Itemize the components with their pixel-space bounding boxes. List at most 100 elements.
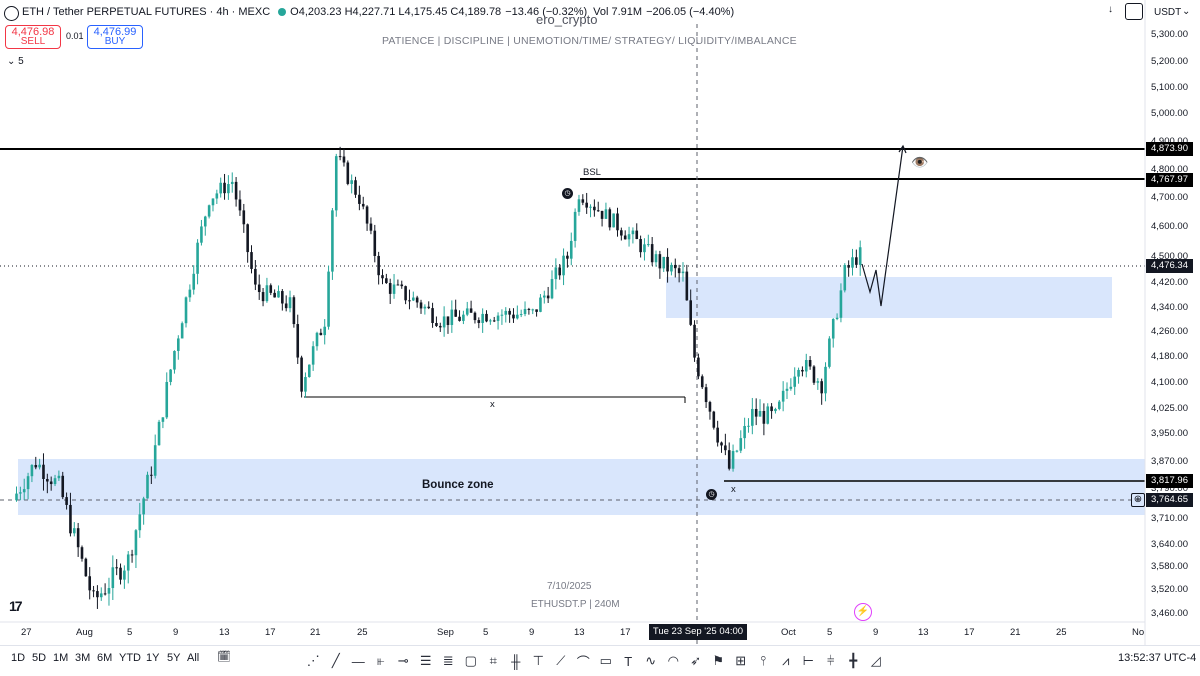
fib-retracement-icon[interactable]: ⊤ bbox=[532, 653, 544, 668]
candle-body bbox=[30, 464, 34, 477]
bsl-label: BSL bbox=[583, 167, 601, 178]
symbol-logo-icon[interactable] bbox=[4, 6, 19, 21]
parallel-channel-icon[interactable]: ☰ bbox=[419, 653, 432, 668]
bounce-zone[interactable] bbox=[18, 459, 1145, 515]
candle-body bbox=[658, 254, 662, 269]
price-tick-label: 3,460.00 bbox=[1151, 608, 1188, 619]
brush-icon[interactable]: ⟋ bbox=[556, 653, 566, 668]
candle-body bbox=[550, 279, 554, 299]
trendline-icon[interactable]: ╱ bbox=[331, 653, 340, 668]
currency-selector[interactable]: USDT bbox=[1154, 7, 1182, 18]
sell-label: SELL bbox=[20, 36, 46, 47]
snapshot-icon[interactable] bbox=[1125, 3, 1143, 20]
timeframe-5y[interactable]: 5Y bbox=[167, 652, 181, 664]
candle-body bbox=[311, 346, 315, 365]
candle-body bbox=[49, 481, 53, 485]
candle-body bbox=[720, 442, 723, 446]
imbalance-zone[interactable] bbox=[666, 277, 1112, 318]
time-tick-label: No bbox=[1132, 627, 1145, 638]
candle-body bbox=[126, 554, 130, 571]
candle-body bbox=[323, 326, 327, 336]
arc-icon[interactable]: ◠ bbox=[667, 653, 679, 668]
timeframe-ytd[interactable]: YTD bbox=[119, 652, 141, 664]
candle-body bbox=[427, 306, 431, 309]
candle-body bbox=[704, 387, 708, 403]
flag-icon[interactable]: ⚑ bbox=[712, 653, 725, 668]
candle-body bbox=[103, 593, 107, 595]
candle-body bbox=[46, 478, 49, 482]
timeframe-all[interactable]: All bbox=[187, 652, 200, 664]
flash-icon[interactable]: ⚡ bbox=[854, 603, 872, 621]
down-arrow-icon[interactable]: ↓ bbox=[1108, 4, 1113, 15]
indicator-toggle[interactable]: ⌄ 5 bbox=[7, 56, 24, 67]
timeframe-1y[interactable]: 1Y bbox=[146, 652, 160, 664]
clock[interactable]: 13:52:37 UTC-4 bbox=[1118, 652, 1197, 664]
add-crosshair-icon[interactable]: ⊕ bbox=[1131, 493, 1145, 507]
candle-body bbox=[677, 268, 681, 274]
pitchfork-icon[interactable]: ≣ bbox=[442, 653, 454, 668]
ray-icon[interactable]: ⊸ bbox=[397, 653, 409, 668]
projection-path[interactable] bbox=[861, 145, 904, 307]
timeframe-3m[interactable]: 3M bbox=[75, 652, 91, 664]
horizontal-ray-icon[interactable]: ⫦ bbox=[377, 653, 385, 668]
candle-body bbox=[192, 273, 196, 290]
price-tick-label: 3,520.00 bbox=[1151, 584, 1188, 595]
callout-icon[interactable]: ▭ bbox=[599, 653, 612, 668]
price-range-icon[interactable]: ⫩ bbox=[827, 653, 835, 668]
candle-body bbox=[350, 180, 353, 184]
time-tick-label: 9 bbox=[529, 627, 535, 638]
timeframe-1d[interactable]: 1D bbox=[11, 652, 26, 664]
long-position-icon[interactable]: ╫ bbox=[511, 653, 521, 669]
timeframe-5d[interactable]: 5D bbox=[32, 652, 47, 664]
timeframe-6m[interactable]: 6M bbox=[97, 652, 113, 664]
symbol-title[interactable]: ETH / Tether PERPETUAL FUTURES · 4h · ME… bbox=[22, 6, 271, 18]
alert-clock-icon[interactable]: ◷ bbox=[706, 489, 717, 500]
time-tick-label: 21 bbox=[1010, 627, 1021, 638]
candle-body bbox=[835, 317, 839, 319]
candle-body bbox=[234, 181, 238, 200]
rectangle-select-icon[interactable]: ⌗ bbox=[489, 653, 497, 668]
candle-body bbox=[261, 292, 265, 302]
candle-body bbox=[527, 308, 531, 310]
zigzag-icon[interactable]: ⩘ bbox=[782, 653, 790, 668]
curve-icon[interactable]: ∿ bbox=[645, 653, 657, 668]
candle-body bbox=[342, 156, 346, 163]
price-tick-label: 4,600.00 bbox=[1151, 221, 1188, 232]
price-tick-label: 5,100.00 bbox=[1151, 82, 1188, 93]
sell-button[interactable]: 4,476.98 SELL bbox=[5, 25, 61, 49]
horizontal-line-icon[interactable]: — bbox=[351, 653, 365, 669]
candle-body bbox=[681, 271, 685, 274]
anchored-vwap-icon[interactable]: ⫯ bbox=[760, 653, 767, 668]
calendar-icon[interactable]: 🗓 bbox=[217, 651, 231, 663]
path-icon[interactable]: ⌒ bbox=[576, 654, 590, 670]
cursor-icon[interactable]: ⋰ bbox=[306, 653, 320, 668]
timeframe-1m[interactable]: 1M bbox=[53, 652, 69, 664]
price-tick-label: 4,025.00 bbox=[1151, 403, 1188, 414]
buy-label: BUY bbox=[104, 36, 126, 47]
candle-body bbox=[277, 291, 280, 298]
text-icon[interactable]: T bbox=[624, 653, 633, 669]
tradingview-logo[interactable]: 17 bbox=[9, 598, 23, 614]
time-tick-label: 17 bbox=[620, 627, 631, 638]
alert-clock-icon[interactable]: ◷ bbox=[562, 188, 573, 199]
candle-body bbox=[743, 426, 746, 439]
arrow-marker-icon[interactable]: ➶ bbox=[690, 653, 702, 668]
price-tick-label: 4,180.00 bbox=[1151, 351, 1188, 362]
candle-body bbox=[608, 209, 612, 228]
currency-chevron-icon[interactable]: ⌄ bbox=[1182, 6, 1191, 17]
buy-button[interactable]: 4,476.99 BUY bbox=[87, 25, 143, 49]
candle-body bbox=[689, 300, 692, 325]
candle-body bbox=[284, 303, 288, 309]
measure-icon[interactable]: ╋ bbox=[849, 653, 858, 668]
candle-body bbox=[92, 590, 95, 592]
candle-body bbox=[412, 297, 415, 301]
candle-body bbox=[693, 324, 696, 358]
eraser-icon[interactable]: ◿ bbox=[870, 653, 881, 668]
ruler-icon[interactable]: ⊞ bbox=[735, 653, 747, 668]
date-range-icon[interactable]: ⊢ bbox=[802, 653, 814, 668]
time-tick-label: 17 bbox=[964, 627, 975, 638]
rectangle-icon[interactable]: ▢ bbox=[464, 653, 477, 668]
candle-body bbox=[227, 184, 230, 194]
candle-body bbox=[165, 381, 169, 418]
